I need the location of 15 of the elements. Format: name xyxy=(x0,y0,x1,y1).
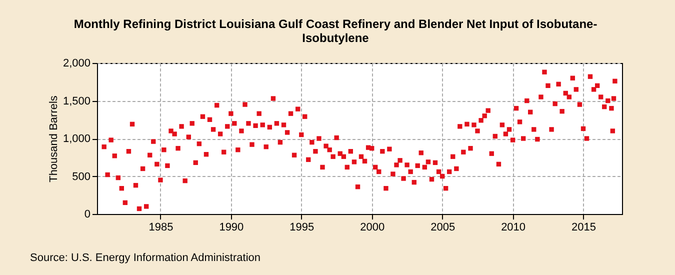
y-tick-label: 500 xyxy=(72,170,90,183)
x-tick-label: 1990 xyxy=(219,222,244,234)
x-tick-label: 2015 xyxy=(572,222,596,234)
x-tick-label: 2000 xyxy=(360,222,385,234)
x-tick-label: 2010 xyxy=(501,222,526,234)
x-tick-label: 1985 xyxy=(148,222,174,234)
y-axis-title: Thousand Barrels xyxy=(48,95,60,182)
y-tick-label: 2,000 xyxy=(62,58,90,70)
y-tick-label: 1,000 xyxy=(62,133,90,145)
chart-title: Monthly Refining District Louisiana Gulf Coast Refinery and Blender Net Input of Isobutane-Isobutylene xyxy=(74,17,598,45)
y-tick-label: 1,500 xyxy=(62,95,90,108)
x-tick-label: 1995 xyxy=(290,222,314,234)
y-tick-label: 0 xyxy=(84,208,90,220)
source-note: Source: U.S. Energy Information Administration xyxy=(30,252,260,264)
x-tick-label: 2005 xyxy=(430,222,456,234)
